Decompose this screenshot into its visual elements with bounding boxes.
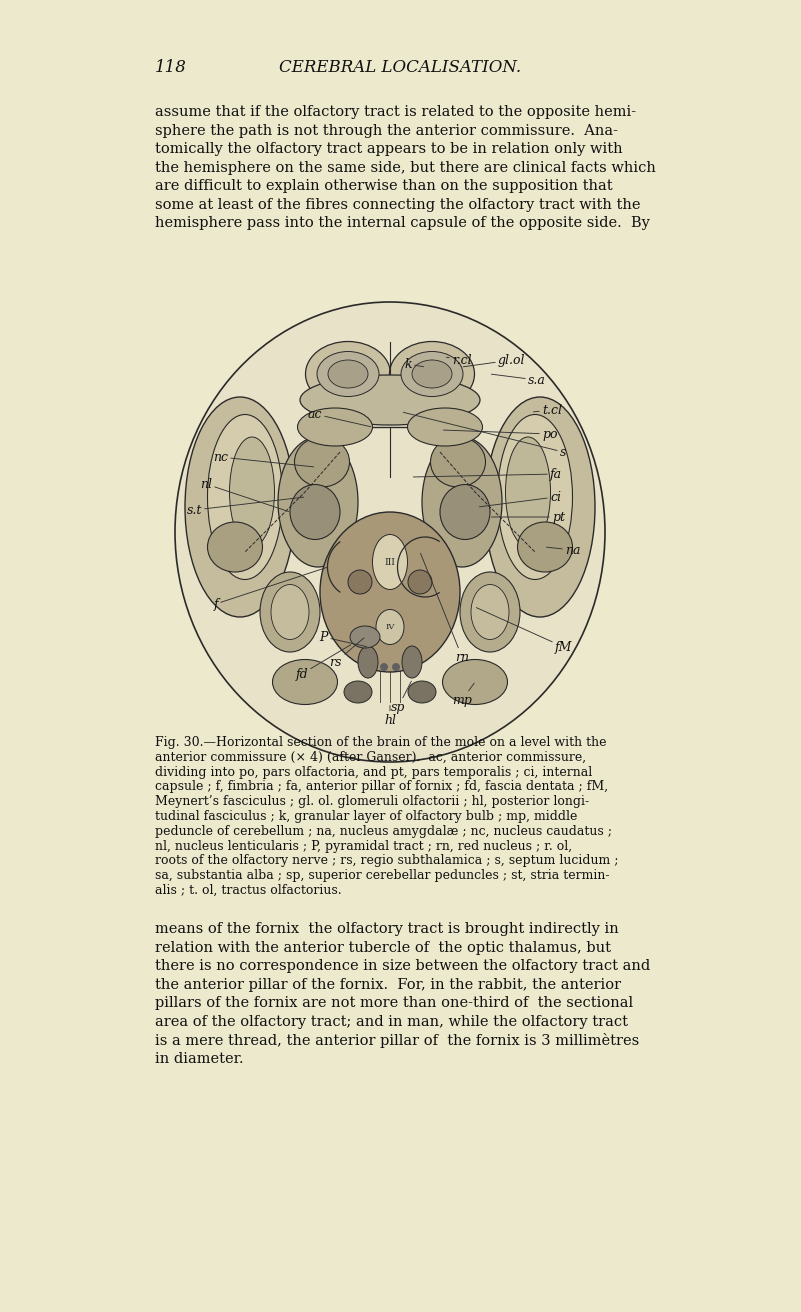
Ellipse shape bbox=[175, 302, 605, 762]
Text: III: III bbox=[384, 558, 396, 567]
Text: peduncle of cerebellum ; na, nucleus amygdalæ ; nc, nucleus caudatus ;: peduncle of cerebellum ; na, nucleus amy… bbox=[155, 825, 612, 838]
Text: area of the olfactory tract; and in man, while the olfactory tract: area of the olfactory tract; and in man,… bbox=[155, 1014, 628, 1029]
Text: alis ; t. ol, tractus olfactorius.: alis ; t. ol, tractus olfactorius. bbox=[155, 884, 341, 897]
Ellipse shape bbox=[317, 352, 379, 396]
Ellipse shape bbox=[295, 437, 349, 487]
Text: 118: 118 bbox=[155, 59, 187, 76]
Ellipse shape bbox=[305, 341, 391, 407]
Text: capsule ; f, fimbria ; fa, anterior pillar of fornix ; fd, fascia dentata ; fM,: capsule ; f, fimbria ; fa, anterior pill… bbox=[155, 781, 608, 794]
Ellipse shape bbox=[372, 534, 408, 589]
Ellipse shape bbox=[485, 398, 595, 617]
Ellipse shape bbox=[517, 522, 573, 572]
Ellipse shape bbox=[408, 681, 436, 703]
Text: tudinal fasciculus ; k, granular layer of olfactory bulb ; mp, middle: tudinal fasciculus ; k, granular layer o… bbox=[155, 810, 578, 823]
Text: s.a: s.a bbox=[491, 374, 545, 387]
Ellipse shape bbox=[408, 408, 482, 446]
Ellipse shape bbox=[272, 660, 337, 705]
Ellipse shape bbox=[402, 646, 422, 678]
Text: CEREBRAL LOCALISATION.: CEREBRAL LOCALISATION. bbox=[279, 59, 521, 76]
Circle shape bbox=[348, 569, 372, 594]
Circle shape bbox=[380, 663, 388, 670]
Text: gl.ol: gl.ol bbox=[463, 353, 525, 367]
Text: tomically the olfactory tract appears to be in relation only with: tomically the olfactory tract appears to… bbox=[155, 142, 622, 156]
Text: nl: nl bbox=[200, 478, 288, 512]
Text: assume that if the olfactory tract is related to the opposite hemi-: assume that if the olfactory tract is re… bbox=[155, 105, 636, 119]
Text: the hemisphere on the same side, but there are clinical facts which: the hemisphere on the same side, but the… bbox=[155, 160, 656, 174]
Text: k: k bbox=[405, 357, 424, 370]
Ellipse shape bbox=[320, 512, 460, 672]
Text: sa, substantia alba ; sp, superior cerebellar peduncles ; st, stria termin-: sa, substantia alba ; sp, superior cereb… bbox=[155, 870, 610, 882]
Text: hl: hl bbox=[384, 706, 396, 727]
Text: relation with the anterior tubercle of  the optic thalamus, but: relation with the anterior tubercle of t… bbox=[155, 941, 611, 955]
Ellipse shape bbox=[207, 415, 283, 580]
Text: pt: pt bbox=[491, 510, 565, 523]
Ellipse shape bbox=[471, 585, 509, 639]
Text: nc: nc bbox=[213, 450, 314, 467]
Text: rs: rs bbox=[330, 638, 364, 669]
Text: fM: fM bbox=[477, 607, 573, 653]
Text: hemisphere pass into the internal capsule of the opposite side.  By: hemisphere pass into the internal capsul… bbox=[155, 216, 650, 230]
Text: ac: ac bbox=[308, 408, 371, 426]
Ellipse shape bbox=[358, 646, 378, 678]
Text: fd: fd bbox=[296, 644, 351, 681]
Ellipse shape bbox=[505, 437, 550, 547]
Ellipse shape bbox=[376, 610, 404, 644]
Circle shape bbox=[392, 663, 400, 670]
Text: nl, nucleus lenticularis ; P, pyramidal tract ; rn, red nucleus ; r. ol,: nl, nucleus lenticularis ; P, pyramidal … bbox=[155, 840, 572, 853]
Text: are difficult to explain otherwise than on the supposition that: are difficult to explain otherwise than … bbox=[155, 178, 613, 193]
Text: po: po bbox=[444, 428, 557, 441]
Text: s.t: s.t bbox=[187, 497, 304, 517]
Ellipse shape bbox=[260, 572, 320, 652]
Text: some at least of the fibres connecting the olfactory tract with the: some at least of the fibres connecting t… bbox=[155, 198, 641, 211]
Text: r.cl: r.cl bbox=[446, 353, 472, 366]
Text: is a mere thread, the anterior pillar of  the fornix is 3 millimètres: is a mere thread, the anterior pillar of… bbox=[155, 1033, 639, 1048]
Text: in diameter.: in diameter. bbox=[155, 1051, 244, 1065]
Text: ci: ci bbox=[479, 491, 561, 506]
Text: the anterior pillar of the fornix.  For, in the rabbit, the anterior: the anterior pillar of the fornix. For, … bbox=[155, 977, 621, 992]
Text: anterior commissure (× 4) (after Ganser).  ac, anterior commissure,: anterior commissure (× 4) (after Ganser)… bbox=[155, 750, 586, 764]
Ellipse shape bbox=[230, 437, 275, 547]
Text: there is no correspondence in size between the olfactory tract and: there is no correspondence in size betwe… bbox=[155, 959, 650, 974]
Text: roots of the olfactory nerve ; rs, regio subthalamica ; s, septum lucidum ;: roots of the olfactory nerve ; rs, regio… bbox=[155, 854, 618, 867]
Text: sphere the path is not through the anterior commissure.  Ana-: sphere the path is not through the anter… bbox=[155, 123, 618, 138]
Text: IV: IV bbox=[385, 623, 395, 631]
Ellipse shape bbox=[497, 415, 573, 580]
Ellipse shape bbox=[300, 375, 480, 425]
Text: dividing into po, pars olfactoria, and pt, pars temporalis ; ci, internal: dividing into po, pars olfactoria, and p… bbox=[155, 766, 592, 778]
Text: Fig. 30.—Horizontal section of the brain of the mole on a level with the: Fig. 30.—Horizontal section of the brain… bbox=[155, 736, 606, 749]
Text: sp: sp bbox=[391, 681, 412, 714]
Ellipse shape bbox=[412, 359, 452, 388]
Ellipse shape bbox=[278, 437, 358, 567]
Ellipse shape bbox=[328, 359, 368, 388]
Ellipse shape bbox=[460, 572, 520, 652]
Ellipse shape bbox=[440, 484, 490, 539]
Ellipse shape bbox=[297, 408, 372, 446]
Circle shape bbox=[408, 569, 432, 594]
Text: pillars of the fornix are not more than one-third of  the sectional: pillars of the fornix are not more than … bbox=[155, 996, 633, 1010]
Text: t.cl: t.cl bbox=[533, 404, 562, 416]
Text: P: P bbox=[320, 631, 367, 647]
Ellipse shape bbox=[271, 585, 309, 639]
Ellipse shape bbox=[207, 522, 263, 572]
Text: Meynert’s fasciculus ; gl. ol. glomeruli olfactorii ; hl, posterior longi-: Meynert’s fasciculus ; gl. ol. glomeruli… bbox=[155, 795, 589, 808]
Ellipse shape bbox=[350, 626, 380, 648]
Text: fa: fa bbox=[413, 467, 562, 480]
Ellipse shape bbox=[290, 484, 340, 539]
Text: means of the fornix  the olfactory tract is brought indirectly in: means of the fornix the olfactory tract … bbox=[155, 922, 618, 935]
Text: mp: mp bbox=[452, 684, 474, 706]
Ellipse shape bbox=[401, 352, 463, 396]
Ellipse shape bbox=[344, 681, 372, 703]
Text: s: s bbox=[404, 412, 566, 458]
Ellipse shape bbox=[442, 660, 508, 705]
Ellipse shape bbox=[422, 437, 502, 567]
Text: na: na bbox=[546, 543, 581, 556]
Ellipse shape bbox=[389, 341, 474, 407]
Ellipse shape bbox=[430, 437, 485, 487]
Text: rn: rn bbox=[421, 554, 469, 664]
Ellipse shape bbox=[185, 398, 295, 617]
Text: f: f bbox=[213, 567, 327, 610]
